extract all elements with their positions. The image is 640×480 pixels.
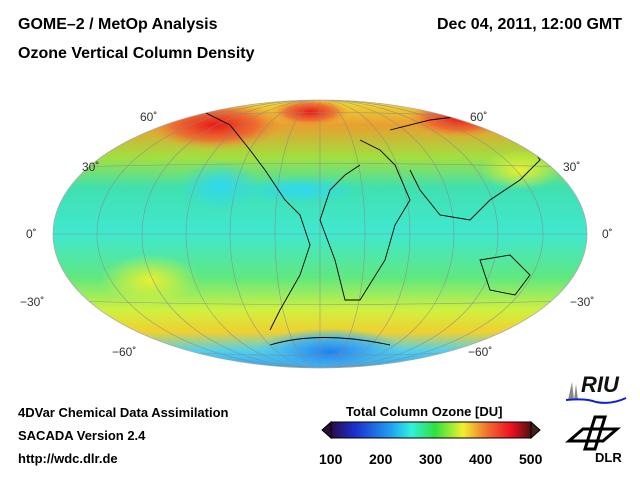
dlr-logo-icon	[565, 415, 621, 451]
lat-label-left-m30: −30˚	[20, 295, 45, 309]
colorbar-title: Total Column Ozone [DU]	[346, 404, 503, 419]
colorbar-tick-100: 100	[319, 451, 343, 467]
colorbar-min-arrow	[321, 420, 332, 440]
dlr-logo-text: DLR	[595, 450, 622, 465]
lat-label-right-0: 0˚	[602, 227, 613, 241]
colorbar-tick-300: 300	[419, 451, 443, 467]
lat-label-right-m30: −30˚	[570, 295, 595, 309]
colorbar-gradient	[330, 421, 532, 439]
lat-label-left-60: 60˚	[140, 110, 158, 124]
lat-label-right-60: 60˚	[470, 110, 488, 124]
lat-label-right-m60: −60˚	[468, 345, 493, 359]
colorbar-tick-200: 200	[369, 451, 393, 467]
footer-line1: 4DVar Chemical Data Assimilation	[18, 405, 229, 420]
riu-logo-text: RIU	[581, 372, 619, 397]
footer-line2: SACADA Version 2.4	[18, 428, 146, 443]
lat-label-left-30: 30˚	[82, 160, 100, 174]
riu-logo: RIU	[566, 372, 628, 406]
lat-label-left-0: 0˚	[26, 227, 37, 241]
colorbar-tick-500: 500	[519, 451, 543, 467]
title-line1: GOME–2 / MetOp Analysis	[18, 16, 218, 33]
colorbar-tick-400: 400	[469, 451, 493, 467]
datetime: Dec 04, 2011, 12:00 GMT	[437, 16, 622, 33]
title-line2: Ozone Vertical Column Density	[18, 45, 255, 62]
colorbar	[321, 420, 541, 440]
riu-logo-graphic	[566, 382, 627, 404]
lat-label-right-30: 30˚	[563, 160, 581, 174]
footer-line3[interactable]: http://wdc.dlr.de	[18, 451, 118, 466]
colorbar-max-arrow	[530, 420, 541, 440]
lat-label-left-m60: −60˚	[112, 345, 137, 359]
